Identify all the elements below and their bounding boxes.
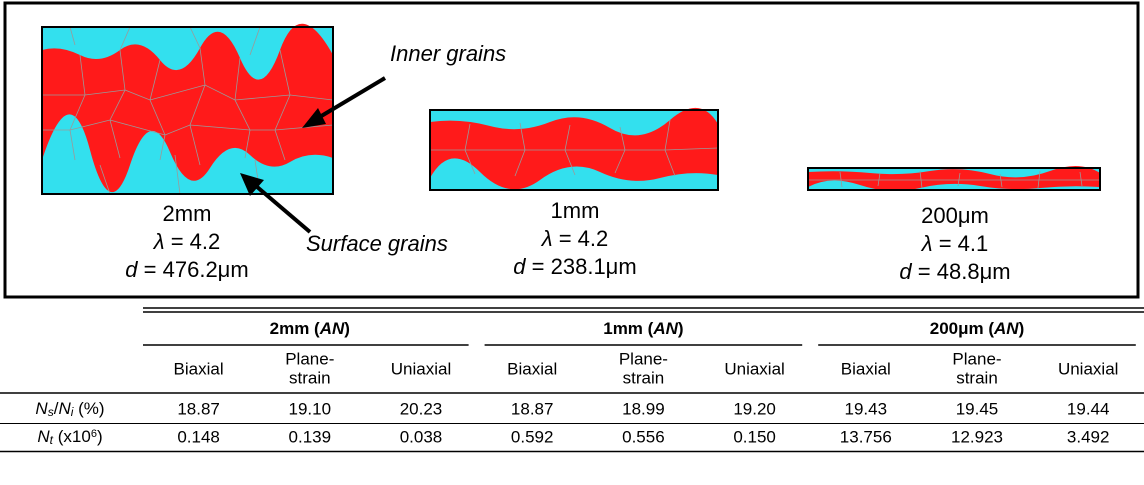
column-header: Biaxial [174,359,224,378]
text-part: λ [153,229,165,254]
table-cell: 0.150 [733,427,776,446]
text-part: 1mm ( [603,319,653,338]
text-part: / [54,399,59,418]
group-header: 200μm (AN) [930,319,1025,338]
text-part: 2mm ( [270,319,320,338]
text-part: = 476.2μm [138,257,249,282]
text-part: s [48,405,54,419]
text-part: N [58,399,71,418]
table-cell: 3.492 [1067,427,1110,446]
text-part: = 4.1 [933,231,989,256]
text-part: ) [678,319,684,338]
text-part: N [37,427,50,446]
specimen-parameter: λ = 4.2 [541,226,608,251]
text-part: AN [652,319,678,338]
text-part: t [50,433,54,447]
table-cell: 0.556 [622,427,665,446]
arrow [240,173,312,234]
text-part: d [125,257,138,282]
text-part: = 48.8μm [912,259,1011,284]
table-cell: 19.20 [733,399,776,418]
row-label: Nt (x106) [37,427,102,447]
text-part: 6 [91,428,97,440]
column-header: strain [623,368,665,387]
specimen-parameter: λ = 4.2 [153,229,220,254]
column-header: strain [956,368,998,387]
column-header: Biaxial [507,359,557,378]
table-cell: 0.148 [177,427,220,446]
text-part: λ [921,231,933,256]
table-cell: 19.44 [1067,399,1110,418]
text-part: d [899,259,912,284]
table-cell: 0.139 [289,427,332,446]
table-cell: 18.99 [622,399,665,418]
grain-image [41,23,334,195]
grain-image [429,107,719,191]
callout-label: Surface grains [306,231,448,256]
group-header: 2mm (AN) [270,319,350,338]
column-header: Plane- [952,349,1001,368]
table-cell: 13.756 [840,427,892,446]
text-part: AN [993,319,1019,338]
specimen-parameter: λ = 4.1 [921,231,988,256]
table-cell: 0.038 [400,427,443,446]
text-part: ) [344,319,350,338]
group-header: 1mm (AN) [603,319,683,338]
grain-image [807,165,1101,191]
callout-label: Inner grains [390,41,506,66]
table-cell: 19.45 [956,399,999,418]
table-cell: 0.592 [511,427,554,446]
table-cell: 18.87 [511,399,554,418]
specimen-size: 2mm [163,201,212,226]
text-part: ) [1019,319,1025,338]
row-label: Ns/Ni (%) [35,399,104,419]
specimen-parameter: d = 238.1μm [513,254,636,279]
table-cell: 19.10 [289,399,332,418]
text-part: λ [541,226,553,251]
text-part: d [513,254,526,279]
column-header: Uniaxial [391,359,451,378]
arrow [302,76,387,128]
column-header: Plane- [619,349,668,368]
table-cell: 19.43 [845,399,888,418]
specimen-parameter: d = 476.2μm [125,257,248,282]
text-part: = 4.2 [165,229,221,254]
text-part: AN [319,319,345,338]
column-header: Uniaxial [724,359,784,378]
table-cell: 12.923 [951,427,1003,446]
column-header: Uniaxial [1058,359,1118,378]
text-part: N [35,399,48,418]
column-header: strain [289,368,331,387]
column-header: Biaxial [841,359,891,378]
text-part: i [71,405,74,419]
text-part: (%) [73,399,104,418]
text-part: = 4.2 [553,226,609,251]
text-part: = 238.1μm [526,254,637,279]
specimen-size: 200μm [921,203,989,228]
text-part: ) [97,427,103,446]
table-cell: 20.23 [400,399,443,418]
specimen-size: 1mm [551,198,600,223]
table-cell: 18.87 [177,399,220,418]
text-part: 200μm ( [930,319,995,338]
text-part: (x10 [53,427,91,446]
specimen-parameter: d = 48.8μm [899,259,1010,284]
figure-frame [3,1,1140,299]
column-header: Plane- [285,349,334,368]
